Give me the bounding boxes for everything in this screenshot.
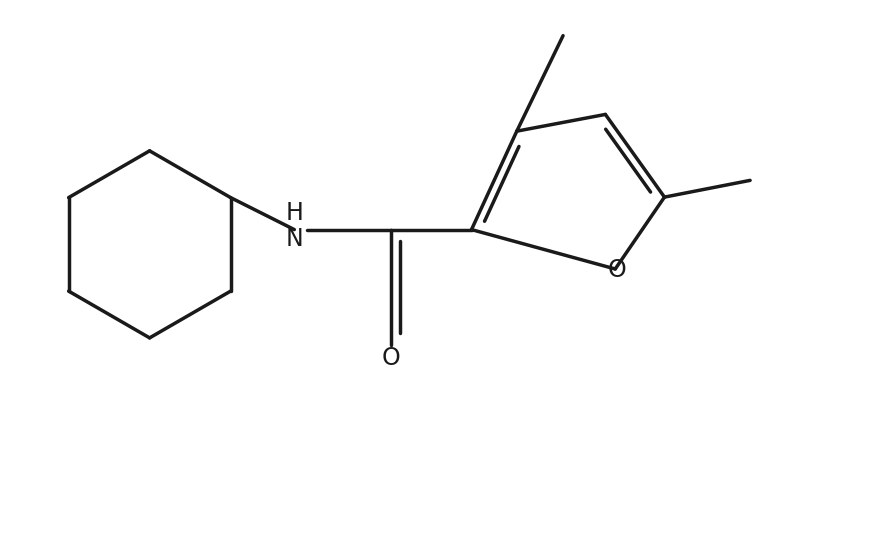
Text: O: O <box>381 345 400 370</box>
Text: H: H <box>286 201 303 225</box>
Text: O: O <box>608 258 626 282</box>
Text: N: N <box>286 227 303 252</box>
